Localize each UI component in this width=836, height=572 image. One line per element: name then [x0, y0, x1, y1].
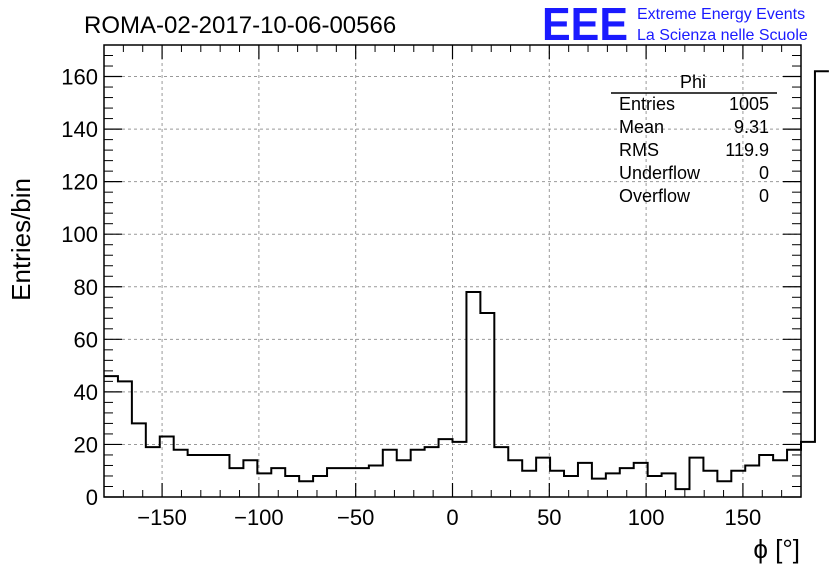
logo-line2: La Scienza nelle Scuole: [637, 27, 808, 44]
x-tick-label: 100: [628, 505, 665, 530]
histogram-bin: [466, 292, 480, 497]
histogram-bin: [229, 468, 243, 497]
histogram-bin: [411, 450, 425, 497]
histogram-bin: [397, 460, 411, 497]
histogram-bin: [243, 460, 257, 497]
histogram-bin: [202, 455, 216, 497]
y-tick-label: 40: [74, 380, 98, 405]
histogram-bin: [815, 71, 829, 497]
histogram-bin: [522, 471, 536, 497]
x-tick-label: −100: [234, 505, 284, 530]
x-tick-labels: −150 −100 −50 0 50 100 150: [137, 505, 761, 530]
histogram-bin: [648, 476, 662, 497]
histogram-bin: [327, 468, 341, 497]
stats-value-mean: 9.31: [734, 117, 769, 137]
y-tick-labels: 0 20 40 60 80 100 120 140 160: [61, 65, 98, 510]
stats-label-underflow: Underflow: [619, 163, 701, 183]
histogram-bin: [787, 450, 801, 497]
histogram-bin: [355, 468, 369, 497]
histogram-bin: [745, 465, 759, 497]
y-tick-label: 160: [61, 65, 98, 90]
histogram-bin: [383, 450, 397, 497]
histogram-bin: [439, 439, 453, 497]
x-tick-label: 50: [537, 505, 561, 530]
stats-label-rms: RMS: [619, 140, 659, 160]
y-tick-label: 60: [74, 327, 98, 352]
axis-ticks: [104, 45, 801, 498]
histogram-bin: [313, 476, 327, 497]
histogram-bin: [216, 455, 230, 497]
y-tick-label: 100: [61, 222, 98, 247]
stats-value-underflow: 0: [759, 163, 769, 183]
stats-label-mean: Mean: [619, 117, 664, 137]
histogram-bin: [188, 455, 202, 497]
stats-label-entries: Entries: [619, 94, 675, 114]
histogram-bin: [146, 447, 160, 497]
y-tick-label: 20: [74, 432, 98, 457]
histogram-bin: [453, 442, 467, 497]
y-tick-label: 0: [86, 485, 98, 510]
histogram-bin: [425, 447, 439, 497]
x-tick-label: 150: [725, 505, 762, 530]
histogram-series: [104, 70, 829, 491]
histogram-bin: [676, 489, 690, 497]
histogram-bin: [132, 423, 146, 497]
stats-value-entries: 1005: [729, 94, 769, 114]
x-axis-title: ϕ [°]: [753, 534, 800, 564]
y-tick-label: 80: [74, 275, 98, 300]
logo-line1: Extreme Energy Events: [637, 6, 805, 23]
histogram-bin: [578, 463, 592, 497]
histogram-bin: [285, 476, 299, 497]
histogram-bin: [703, 471, 717, 497]
histogram-bin: [369, 465, 383, 497]
histogram-bin: [550, 471, 564, 497]
y-axis-title: Entries/bin: [6, 178, 36, 301]
grid-lines: [104, 45, 801, 497]
histogram-bin: [494, 447, 508, 497]
histogram-bin: [536, 458, 550, 497]
histogram-bin: [689, 458, 703, 497]
histogram-bin: [801, 442, 815, 497]
histogram-bin: [759, 455, 773, 497]
y-tick-label: 120: [61, 170, 98, 195]
histogram-bin: [480, 313, 494, 497]
logo-mark: EEE: [542, 0, 628, 50]
histogram-bin: [118, 381, 132, 497]
eee-logo: EEE Extreme Energy Events La Scienza nel…: [542, 0, 808, 50]
x-tick-label: −150: [137, 505, 187, 530]
x-tick-label: 0: [446, 505, 458, 530]
histogram-bin: [174, 450, 188, 497]
y-tick-label: 140: [61, 117, 98, 142]
histogram-bin: [104, 376, 118, 497]
histogram-bin: [299, 481, 313, 497]
histogram-bin: [592, 479, 606, 497]
histogram-bin: [717, 481, 731, 497]
histogram-bin: [606, 473, 620, 497]
chart-title: ROMA-02-2017-10-06-00566: [84, 12, 396, 39]
stats-value-overflow: 0: [759, 186, 769, 206]
histogram-bin: [773, 460, 787, 497]
stats-value-rms: 119.9: [725, 140, 769, 160]
x-tick-label: −50: [337, 505, 374, 530]
histogram-bin: [564, 476, 578, 497]
stats-box: Phi Entries 1005 Mean 9.31 RMS 119.9 Und…: [611, 72, 777, 206]
histogram-bin: [341, 468, 355, 497]
plot-frame: [103, 44, 802, 498]
stats-title: Phi: [680, 72, 706, 92]
stats-label-overflow: Overflow: [619, 186, 691, 206]
histogram-bin: [662, 473, 676, 497]
